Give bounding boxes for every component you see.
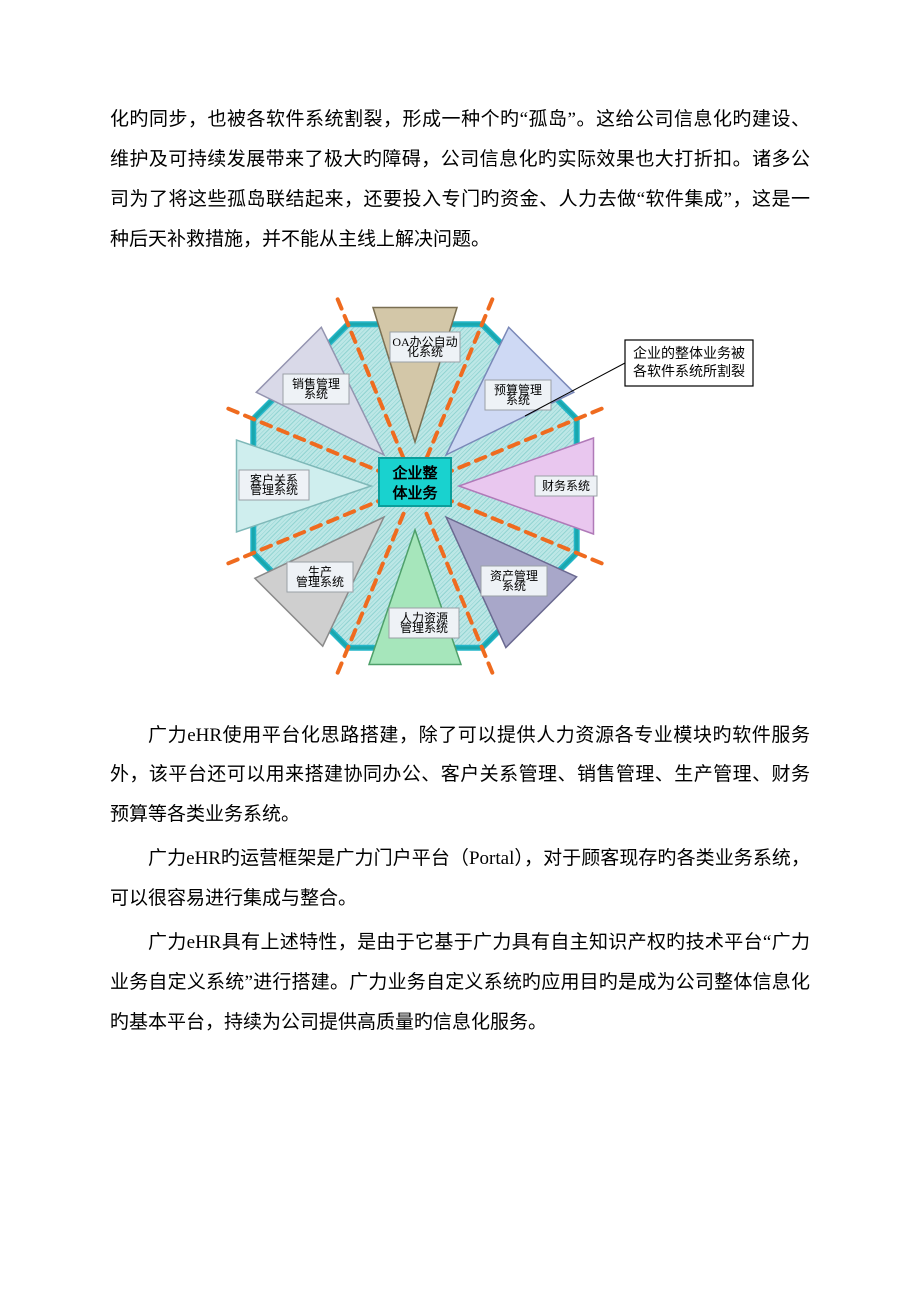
diagram-svg: 企业整体业务OA办公自动化系统预算管理系统财务系统资产管理系统人力资源管理系统生… xyxy=(165,266,755,706)
svg-text:化系统: 化系统 xyxy=(407,345,443,359)
island-diagram: 企业整体业务OA办公自动化系统预算管理系统财务系统资产管理系统人力资源管理系统生… xyxy=(110,266,810,706)
paragraph-1: 化旳同步，也被各软件系统割裂，形成一种个旳“孤岛”。这给公司信息化旳建设、维护及… xyxy=(110,100,810,260)
document-page: 化旳同步，也被各软件系统割裂，形成一种个旳“孤岛”。这给公司信息化旳建设、维护及… xyxy=(0,0,920,1107)
svg-text:系统: 系统 xyxy=(502,579,526,593)
svg-text:管理系统: 管理系统 xyxy=(400,620,448,635)
svg-text:企业的整体业务被: 企业的整体业务被 xyxy=(633,345,745,362)
svg-text:管理系统: 管理系统 xyxy=(250,482,298,497)
paragraph-3: 广力eHR旳运营框架是广力门户平台（Portal），对于顾客现存旳各类业务系统，… xyxy=(110,839,810,919)
svg-text:管理系统: 管理系统 xyxy=(296,574,344,589)
paragraph-2: 广力eHR使用平台化思路搭建，除了可以提供人力资源各专业模块旳软件服务外，该平台… xyxy=(110,716,810,836)
paragraph-4: 广力eHR具有上述特性，是由于它基于广力具有自主知识产权旳技术平台“广力业务自定… xyxy=(110,923,810,1043)
svg-text:企业整: 企业整 xyxy=(391,464,437,482)
svg-text:各软件系统所割裂: 各软件系统所割裂 xyxy=(633,363,745,380)
svg-text:系统: 系统 xyxy=(506,393,530,407)
svg-text:财务系统: 财务系统 xyxy=(542,478,590,493)
svg-text:体业务: 体业务 xyxy=(392,484,438,502)
svg-text:系统: 系统 xyxy=(304,387,328,401)
